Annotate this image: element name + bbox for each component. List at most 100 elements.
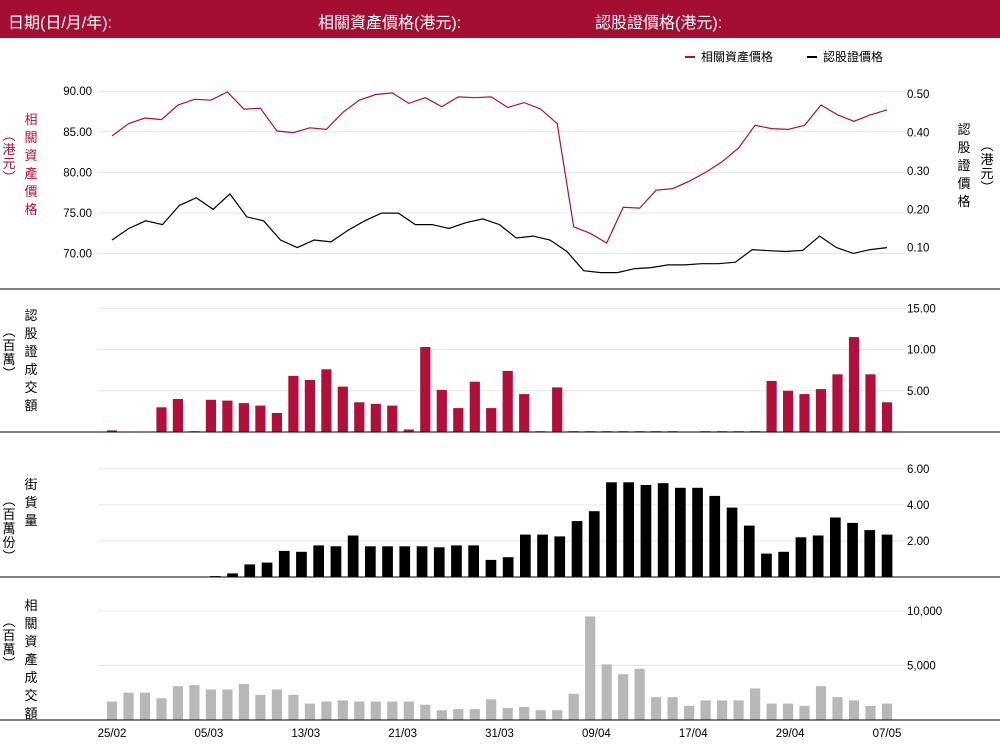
warrant-turnover-bar	[881, 402, 893, 432]
x-tick-label: 21/03	[388, 728, 417, 740]
underlying-turnover-axis-unit: ︵百萬︶	[2, 614, 15, 671]
outstanding-bar	[347, 535, 359, 577]
right-tick-label: 0.30	[907, 166, 929, 178]
underlying-turnover-bar	[172, 686, 183, 720]
warrant-turnover-bar	[486, 408, 497, 432]
left-tick-label: 85.00	[63, 127, 92, 139]
underlying-turnover-bar	[271, 689, 282, 720]
underlying-price-label: 相關資產價格(港元):	[318, 15, 462, 32]
underlying-turnover-bar	[865, 705, 876, 720]
outstanding-bar	[881, 534, 893, 577]
underlying-price-line	[111, 91, 888, 244]
underlying-turnover-bar	[832, 697, 843, 720]
underlying-turnover-bar	[766, 703, 777, 720]
warrant-turnover-bar	[420, 347, 431, 432]
outstanding-bar	[623, 482, 634, 577]
underlying-turnover-bar	[189, 685, 200, 720]
x-tick-label: 09/04	[582, 728, 611, 740]
warrant-turnover-bar	[403, 429, 414, 432]
outstanding-bar	[485, 559, 497, 577]
left-axis-label: 相關資產價格	[24, 112, 37, 217]
warrant-turnover-bar	[172, 399, 183, 432]
outstanding-bar	[795, 537, 807, 577]
outstanding-panel: 6.00 4.00 2.00 街貨量 ︵百萬份︶	[2, 464, 929, 578]
outstanding-bar	[657, 483, 669, 577]
tick-label: 6.00	[907, 464, 929, 476]
underlying-turnover-bar	[436, 710, 447, 720]
underlying-turnover-bar	[238, 684, 249, 720]
x-tick-label: 29/04	[776, 728, 805, 740]
left-axis-unit: ︵港元︶	[2, 128, 15, 185]
underlying-turnover-bar	[205, 689, 216, 720]
tick-label: 15.00	[907, 303, 936, 315]
outstanding-bar	[520, 534, 531, 577]
underlying-turnover-bar	[387, 701, 398, 720]
right-tick-label: 0.50	[907, 89, 929, 101]
outstanding-bar	[330, 546, 342, 577]
right-tick-label: 0.10	[907, 243, 929, 255]
right-tick-label: 0.40	[907, 128, 929, 140]
outstanding-bar	[571, 521, 583, 577]
outstanding-bar	[502, 557, 514, 577]
warrant-turnover-axis-label: 認股證成交額	[24, 308, 37, 413]
underlying-turnover-bar	[469, 709, 480, 720]
outstanding-bar	[726, 507, 738, 577]
underlying-turnover-bar	[733, 700, 744, 720]
price-chart-panel: 90.00 85.00 80.00 75.00 70.00 0.50 0.40 0.30 0.2…	[2, 49, 994, 274]
warrant-turnover-bar	[370, 403, 381, 432]
warrant-turnover-bar	[271, 413, 282, 432]
warrant-turnover-bar	[436, 389, 447, 432]
warrant-turnover-bar	[815, 389, 827, 432]
underlying-turnover-bar	[354, 701, 365, 720]
warrant-turnover-bar	[519, 394, 530, 432]
outstanding-bar	[399, 546, 411, 577]
outstanding-bar	[675, 487, 686, 578]
outstanding-bar	[451, 545, 462, 577]
warrant-turnover-bar	[222, 400, 233, 432]
left-tick-label: 90.00	[63, 86, 92, 98]
outstanding-bar	[709, 495, 721, 577]
outstanding-bar	[382, 546, 393, 577]
warrant-turnover-bar	[766, 380, 777, 432]
outstanding-axis-unit: ︵百萬份︶	[2, 493, 15, 564]
underlying-turnover-bar	[255, 694, 266, 720]
underlying-turnover-bar	[222, 689, 233, 720]
warrant-turnover-bar	[238, 403, 249, 432]
outstanding-bar	[313, 545, 324, 577]
underlying-turnover-bar	[717, 700, 728, 720]
header-bar: 日期(日/月/年): 相關資產價格(港元): 認股證價格(港元):	[0, 0, 1000, 38]
underlying-turnover-bar	[370, 701, 381, 720]
underlying-turnover-bar	[618, 674, 629, 720]
underlying-turnover-bar	[486, 699, 497, 720]
warrant-turnover-axis-unit: ︵百萬︶	[2, 324, 15, 381]
left-tick-label: 70.00	[63, 249, 92, 261]
outstanding-bar	[692, 487, 703, 578]
underlying-turnover-bar	[881, 703, 893, 720]
underlying-turnover-bar	[568, 693, 579, 720]
left-tick-label: 80.00	[63, 167, 92, 179]
x-axis: 25/02 05/03 13/03 21/03 31/03 09/04 17/04 29/04…	[98, 728, 902, 740]
outstanding-bar	[416, 546, 428, 577]
x-tick-label: 05/03	[194, 728, 223, 740]
chart-legend: 相關資產價格 認股證價格	[685, 49, 883, 64]
warrant-turnover-bar	[255, 405, 266, 432]
underlying-turnover-bar	[337, 700, 348, 720]
x-tick-label: 07/05	[873, 728, 902, 740]
outstanding-bar	[606, 482, 617, 577]
underlying-turnover-bar	[106, 701, 118, 720]
x-tick-label: 31/03	[485, 728, 514, 740]
underlying-turnover-bar	[815, 686, 827, 720]
warrant-turnover-panel: 15.00 10.00 5.00 認股證成交額 ︵百萬︶	[2, 303, 936, 433]
outstanding-bar	[743, 525, 755, 577]
warrant-turnover-bar	[865, 374, 876, 433]
underlying-turnover-bar	[123, 692, 134, 720]
underlying-turnover-bar	[453, 709, 464, 720]
outstanding-bar	[640, 485, 652, 577]
underlying-turnover-bar	[848, 700, 860, 720]
warrant-turnover-bar	[288, 375, 299, 432]
underlying-turnover-bar	[535, 710, 546, 720]
underlying-turnover-bar	[585, 616, 596, 720]
tick-label: 5,000	[907, 660, 936, 672]
underlying-turnover-panel: 10,000 5,000 相關資產成交額 ︵百萬︶ 25/02 05/03 13/03 21/…	[2, 598, 942, 740]
